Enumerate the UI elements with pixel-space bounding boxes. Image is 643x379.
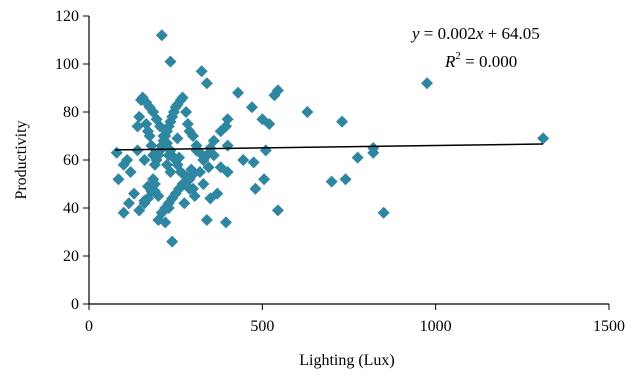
data-point bbox=[178, 197, 191, 210]
data-point bbox=[159, 216, 172, 229]
data-point bbox=[173, 151, 186, 164]
data-point bbox=[219, 216, 232, 229]
data-point bbox=[147, 173, 160, 186]
data-point bbox=[339, 173, 352, 186]
data-point bbox=[122, 197, 135, 210]
x-axis-label: Lighting (Lux) bbox=[299, 352, 395, 369]
data-point bbox=[202, 161, 215, 174]
data-point bbox=[117, 206, 130, 219]
data-point bbox=[133, 204, 146, 217]
data-point bbox=[259, 144, 272, 157]
data-point bbox=[128, 187, 141, 200]
x-tick-label: 1000 bbox=[420, 318, 452, 335]
y-tick-label: 20 bbox=[63, 248, 79, 265]
data-point bbox=[537, 132, 550, 145]
equation-y-symbol: y bbox=[410, 24, 420, 43]
x-tick-label: 500 bbox=[250, 318, 274, 335]
data-point bbox=[377, 206, 390, 219]
data-point bbox=[195, 65, 208, 78]
data-point bbox=[131, 144, 144, 157]
data-point bbox=[164, 55, 177, 68]
data-point bbox=[183, 182, 196, 195]
data-point bbox=[256, 113, 269, 126]
data-point bbox=[124, 166, 137, 178]
data-point bbox=[221, 139, 234, 152]
data-point bbox=[351, 151, 364, 164]
y-tick-label: 100 bbox=[55, 56, 79, 73]
y-tick-label: 120 bbox=[55, 8, 79, 25]
data-point bbox=[112, 173, 125, 186]
data-point bbox=[214, 161, 227, 174]
data-point bbox=[157, 130, 170, 142]
tick-labels: 0 20 40 60 80 100 120 0 500 1000 1500 bbox=[55, 8, 625, 335]
data-point bbox=[237, 154, 250, 166]
y-tick-label: 60 bbox=[63, 152, 79, 169]
data-point bbox=[197, 178, 210, 190]
data-point bbox=[131, 120, 144, 133]
data-point bbox=[141, 180, 154, 193]
data-point bbox=[181, 118, 194, 130]
data-point bbox=[367, 146, 380, 159]
data-point bbox=[207, 149, 220, 162]
data-point bbox=[166, 235, 179, 248]
data-point bbox=[197, 154, 210, 166]
data-point bbox=[325, 175, 338, 188]
y-axis-label: Productivity bbox=[13, 120, 30, 199]
data-point bbox=[421, 77, 433, 90]
data-point bbox=[138, 154, 151, 166]
data-point bbox=[301, 106, 314, 118]
trendline bbox=[114, 143, 544, 151]
equation-intercept: + 64.05 bbox=[483, 24, 539, 43]
data-point bbox=[200, 77, 213, 90]
data-point bbox=[190, 144, 203, 157]
r2-value: = 0.000 bbox=[461, 52, 517, 71]
data-point bbox=[136, 91, 149, 104]
data-point bbox=[110, 146, 123, 159]
y-tick-label: 0 bbox=[71, 296, 79, 313]
data-point bbox=[249, 182, 262, 195]
data-point bbox=[180, 106, 193, 118]
data-point bbox=[232, 86, 245, 99]
data-point bbox=[117, 158, 130, 171]
data-point bbox=[133, 110, 146, 123]
data-point bbox=[336, 115, 349, 128]
data-point bbox=[138, 197, 151, 210]
x-tick-label: 1500 bbox=[593, 318, 625, 335]
data-points bbox=[110, 29, 550, 248]
data-point bbox=[271, 204, 284, 217]
x-tick-label: 0 bbox=[85, 318, 93, 335]
trendline-equation: y = 0.002x + 64.05 bbox=[410, 24, 540, 43]
data-point bbox=[145, 139, 158, 152]
data-point bbox=[161, 158, 173, 171]
equation-slope: = 0.002 bbox=[420, 24, 476, 43]
trendline-line bbox=[114, 143, 544, 151]
data-point bbox=[148, 158, 161, 171]
data-point bbox=[147, 149, 160, 162]
data-point bbox=[268, 89, 281, 102]
equation-x-symbol: x bbox=[475, 24, 484, 43]
data-point bbox=[247, 156, 260, 169]
r2-exponent: 2 bbox=[455, 50, 461, 62]
data-point bbox=[245, 101, 258, 114]
data-point bbox=[162, 149, 175, 162]
data-point bbox=[171, 132, 184, 145]
data-point bbox=[155, 29, 168, 42]
data-point bbox=[204, 192, 217, 205]
r-squared-label: R2 = 0.000 bbox=[444, 50, 517, 71]
data-point bbox=[200, 214, 213, 226]
y-tick-label: 40 bbox=[63, 200, 79, 217]
data-point bbox=[258, 173, 271, 186]
data-point bbox=[140, 118, 153, 130]
y-tick-label: 80 bbox=[63, 104, 79, 121]
data-point bbox=[214, 125, 227, 138]
r2-symbol: R bbox=[444, 52, 456, 71]
